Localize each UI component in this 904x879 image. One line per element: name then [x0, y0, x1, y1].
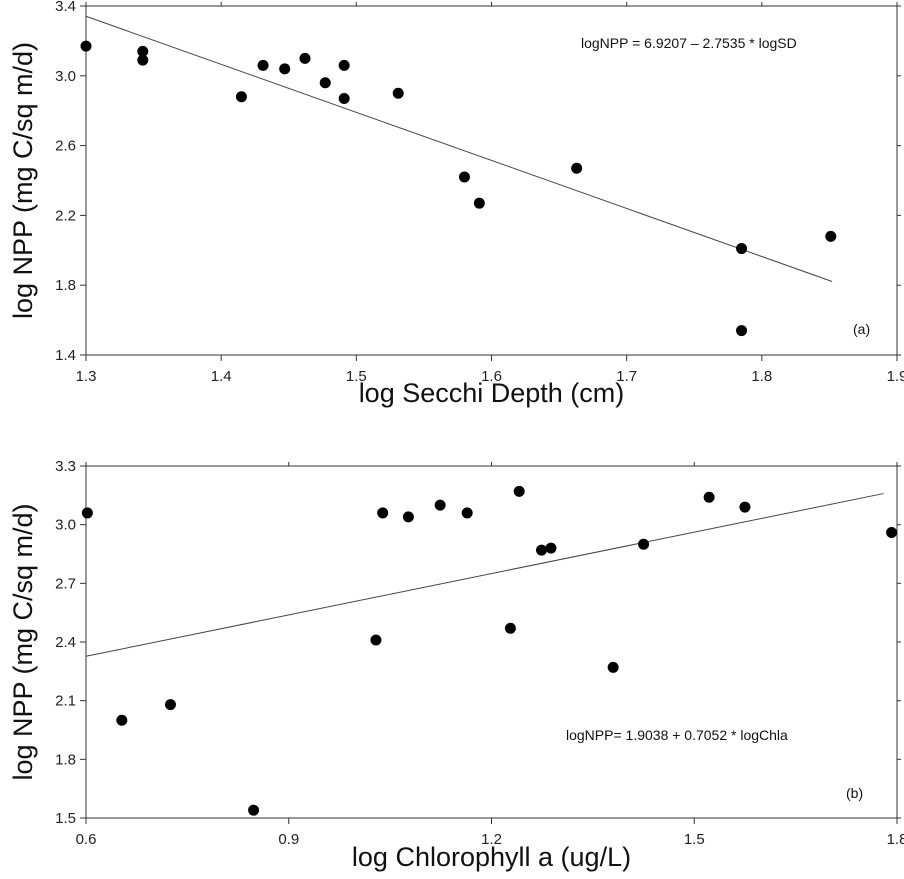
- y-tick-label: 2.1: [55, 693, 76, 710]
- y-tick-label: 3.0: [55, 517, 76, 534]
- x-tick-label: 1.7: [616, 368, 637, 385]
- data-point: [434, 499, 446, 511]
- data-point: [736, 243, 748, 255]
- data-point: [257, 59, 269, 71]
- data-point: [739, 501, 751, 513]
- data-point: [80, 40, 92, 52]
- x-tick-label: 1.4: [211, 368, 232, 385]
- data-point: [473, 197, 485, 209]
- data-point: [571, 162, 583, 174]
- y-tick-label: 3.0: [55, 68, 76, 85]
- data-point: [81, 507, 93, 519]
- y-tick-label: 2.7: [55, 575, 76, 592]
- x-tick-label: 1.3: [76, 368, 97, 385]
- data-point: [377, 507, 389, 519]
- data-point: [137, 45, 149, 57]
- data-point: [164, 699, 176, 711]
- x-axis-label: log Secchi Depth (cm): [359, 378, 625, 408]
- data-point: [513, 485, 525, 497]
- regression-line: [85, 15, 833, 282]
- data-point: [638, 538, 650, 550]
- y-axis-label: log NPP (mg C/sq m/d): [8, 503, 38, 780]
- data-point: [504, 622, 516, 634]
- y-tick-label: 2.2: [55, 207, 76, 224]
- data-point: [886, 526, 898, 538]
- data-point: [461, 507, 473, 519]
- data-point: [235, 91, 247, 103]
- data-point: [736, 325, 748, 337]
- y-tick-label: 1.8: [55, 751, 76, 768]
- plot-frame: [85, 465, 898, 819]
- y-tick-label: 1.8: [55, 277, 76, 294]
- y-tick-label: 3.4: [55, 0, 76, 15]
- data-point: [338, 59, 350, 71]
- panel-label: (b): [846, 785, 863, 801]
- data-point: [536, 544, 548, 556]
- x-tick-label: 1.6: [481, 368, 502, 385]
- y-tick-label: 3.3: [55, 458, 76, 475]
- data-point: [402, 511, 414, 523]
- data-point: [116, 714, 128, 726]
- x-tick-label: 0.9: [278, 831, 299, 848]
- y-tick-label: 2.6: [55, 138, 76, 155]
- x-tick-label: 1.8: [887, 831, 904, 848]
- data-point: [248, 804, 260, 816]
- y-tick-label: 1.5: [55, 810, 76, 827]
- x-tick-label: 0.6: [76, 831, 97, 848]
- x-tick-label: 1.2: [481, 831, 502, 848]
- plot-frame: [85, 5, 898, 356]
- regression-equation: logNPP= 1.9038 + 0.7052 * logChla: [566, 727, 788, 743]
- data-point: [338, 92, 350, 104]
- data-point: [825, 230, 837, 242]
- chart-panel-b: 0.6 0.9 1.2 1.5 1.8 1.5 1.8 2.1 2.4 2.7 3.0 3.3 logN…: [8, 458, 904, 872]
- x-tick-label: 1.8: [751, 368, 772, 385]
- data-point: [458, 171, 470, 183]
- data-point: [137, 54, 149, 66]
- data-point: [299, 52, 311, 64]
- data-point: [319, 77, 331, 89]
- y-axis-label: log NPP (mg C/sq m/d): [8, 42, 38, 319]
- regression-equation: logNPP = 6.9207 – 2.7535 * logSD: [581, 35, 797, 51]
- panel-label: (a): [853, 321, 870, 337]
- data-point: [279, 63, 291, 75]
- x-tick-label: 1.5: [684, 831, 705, 848]
- regression-line: [85, 493, 884, 657]
- x-tick-label: 1.9: [887, 368, 904, 385]
- data-point: [545, 542, 557, 554]
- data-point: [703, 491, 715, 503]
- x-axis-label: log Chlorophyll a (ug/L): [352, 842, 631, 872]
- chart-panel-a: 1.3 1.4 1.5 1.6 1.7 1.8 1.91.41.82.22.63.03.4l…: [8, 0, 904, 408]
- y-tick-label: 1.4: [55, 347, 76, 364]
- data-point: [370, 634, 382, 646]
- data-point: [607, 661, 619, 673]
- x-tick-label: 1.5: [346, 368, 367, 385]
- data-point: [392, 87, 404, 99]
- y-tick-label: 2.4: [55, 634, 76, 651]
